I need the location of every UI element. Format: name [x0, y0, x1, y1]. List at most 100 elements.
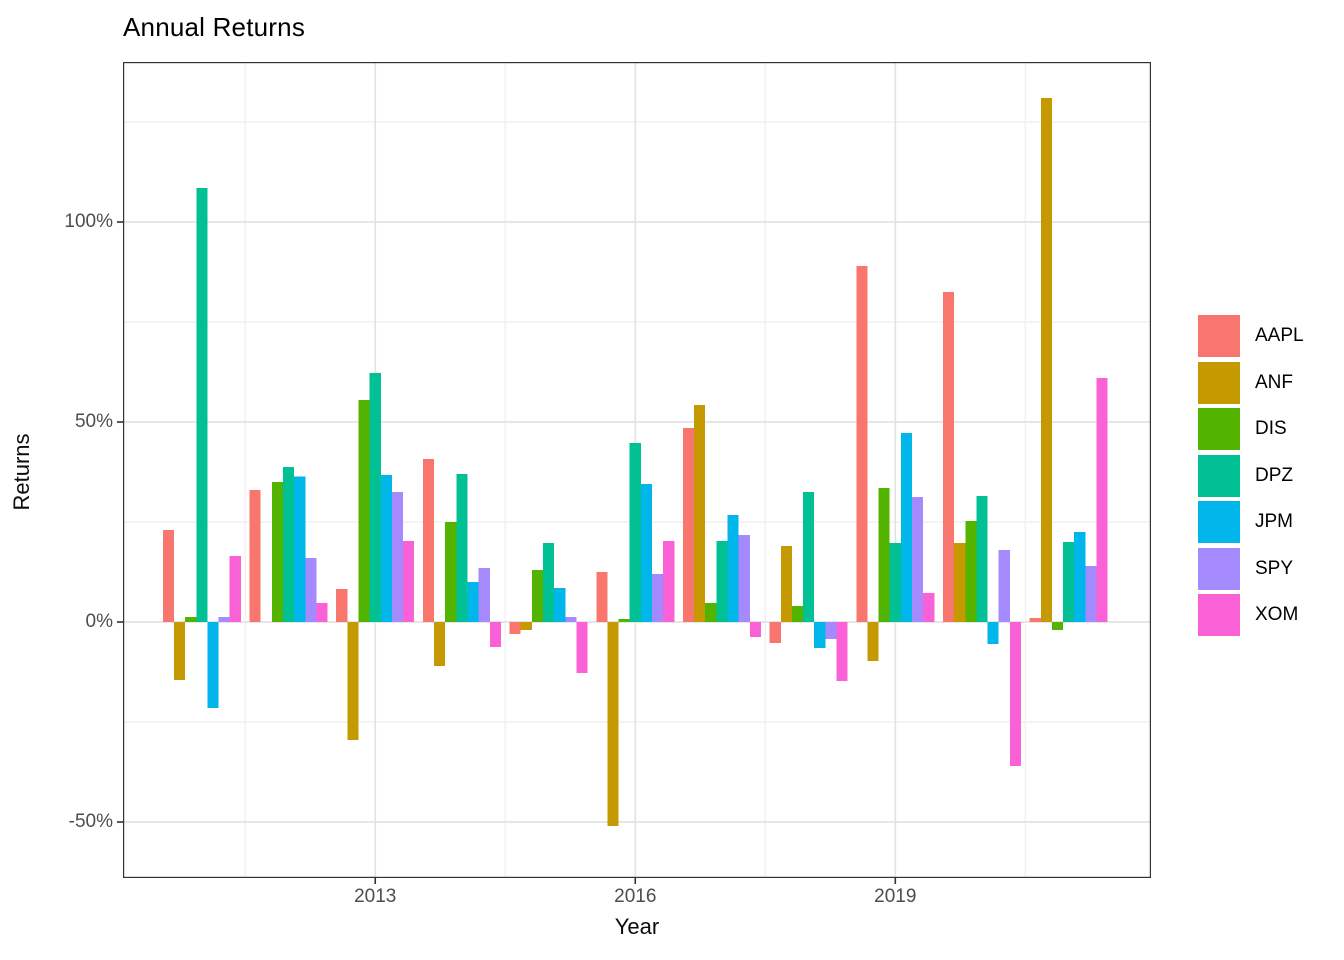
- legend-item-AAPL: AAPL: [1198, 315, 1304, 357]
- bar-DIS-2011: [185, 617, 197, 622]
- bar-AAPL-2020: [942, 292, 955, 622]
- bar-JPM-2019: [900, 432, 913, 622]
- bar-ANF-2021: [1040, 98, 1052, 622]
- legend-swatch-DIS: [1198, 408, 1240, 450]
- bar-XOM-2021: [1096, 378, 1108, 622]
- bar-SPY-2018: [825, 622, 837, 640]
- bar-AAPL-2011: [162, 530, 175, 622]
- bar-SPY-2012: [305, 558, 317, 622]
- bar-DPZ-2012: [282, 466, 295, 622]
- bar-DIS-2013: [358, 400, 370, 622]
- legend-label-SPY: SPY: [1255, 557, 1294, 579]
- legend-label-AAPL: AAPL: [1255, 325, 1304, 346]
- bar-ANF-2013: [347, 622, 359, 740]
- bar-XOM-2012: [316, 602, 328, 622]
- y-axis-title: Returns: [9, 433, 34, 511]
- bar-XOM-2019: [923, 592, 935, 622]
- bar-DIS-2018: [791, 606, 804, 622]
- bar-SPY-2013: [391, 492, 404, 622]
- bar-ANF-2019: [867, 622, 879, 662]
- bar-JPM-2015: [554, 588, 566, 622]
- bar-DIS-2014: [445, 522, 457, 622]
- bar-SPY-2014: [478, 568, 490, 622]
- legend-item-JPM: JPM: [1198, 501, 1304, 543]
- bar-DPZ-2021: [1063, 542, 1075, 622]
- bar-ANF-2014: [434, 622, 446, 666]
- bar-DPZ-2020: [976, 496, 988, 622]
- legend-swatch-AAPL: [1198, 315, 1240, 357]
- bar-JPM-2017: [727, 514, 739, 622]
- bar-SPY-2016: [651, 574, 664, 622]
- bar-DIS-2015: [531, 570, 544, 622]
- bar-ANF-2017: [694, 404, 706, 622]
- plot-area-svg: [123, 62, 1151, 878]
- bar-JPM-2011: [207, 622, 219, 708]
- bar-JPM-2014: [467, 582, 479, 622]
- legend-swatch-JPM: [1198, 501, 1240, 543]
- bar-JPM-2021: [1074, 532, 1086, 622]
- bar-JPM-2013: [380, 474, 392, 622]
- legend-swatch-ANF: [1198, 361, 1240, 404]
- x-tick-label-2019: 2019: [874, 886, 917, 907]
- bar-DIS-2016: [618, 618, 630, 622]
- bar-JPM-2012: [294, 476, 306, 622]
- legend-label-DPZ: DPZ: [1255, 464, 1293, 486]
- bar-DIS-2019: [878, 488, 890, 622]
- legend: AAPL ANF DIS DPZ JPM SPY XOM: [1198, 315, 1304, 641]
- legend-swatch-XOM: [1198, 594, 1240, 636]
- bar-SPY-2019: [912, 496, 924, 622]
- bar-XOM-2013: [403, 540, 415, 622]
- legend-label-ANF: ANF: [1255, 371, 1293, 393]
- x-tick-label-2013: 2013: [354, 886, 397, 907]
- bar-JPM-2020: [987, 622, 999, 644]
- bar-XOM-2014: [489, 622, 501, 647]
- bar-SPY-2011: [218, 617, 230, 622]
- bar-DPZ-2014: [456, 474, 468, 622]
- x-axis-title: Year: [614, 914, 660, 939]
- bar-JPM-2018: [814, 622, 826, 648]
- y-tick-label-50%: 50%: [74, 411, 113, 432]
- bar-ANF-2011: [174, 622, 186, 680]
- bar-DPZ-2011: [196, 188, 208, 622]
- bar-SPY-2017: [738, 534, 750, 622]
- bar-DPZ-2015: [543, 542, 555, 622]
- bar-ANF-2015: [520, 622, 532, 630]
- bar-AAPL-2013: [336, 588, 348, 622]
- bar-AAPL-2021: [1029, 618, 1041, 622]
- bar-DPZ-2019: [889, 542, 901, 622]
- bar-XOM-2011: [229, 556, 241, 622]
- bar-ANF-2016: [607, 622, 619, 826]
- bar-AAPL-2014: [422, 458, 435, 622]
- legend-swatch-DPZ: [1198, 454, 1240, 497]
- bar-SPY-2020: [998, 550, 1010, 622]
- bar-AAPL-2019: [856, 266, 868, 622]
- bar-DIS-2021: [1051, 622, 1064, 630]
- legend-item-XOM: XOM: [1198, 594, 1304, 636]
- y-tick-label--50%: -50%: [68, 811, 113, 832]
- y-tick-label-0%: 0%: [85, 611, 113, 632]
- bar-AAPL-2015: [509, 622, 521, 634]
- bar-DIS-2017: [705, 602, 717, 622]
- bar-SPY-2015: [565, 617, 577, 622]
- bar-ANF-2020: [954, 542, 966, 622]
- bar-AAPL-2017: [682, 428, 695, 622]
- bar-AAPL-2018: [769, 622, 781, 644]
- legend-item-DPZ: DPZ: [1198, 454, 1304, 497]
- bar-DIS-2020: [965, 520, 977, 622]
- bar-SPY-2021: [1085, 566, 1097, 622]
- bar-XOM-2015: [576, 622, 588, 674]
- x-tick-label-2016: 2016: [614, 886, 657, 907]
- bar-XOM-2017: [749, 622, 761, 638]
- bar-XOM-2020: [1009, 622, 1021, 766]
- legend-item-SPY: SPY: [1198, 547, 1304, 590]
- bar-AAPL-2012: [249, 490, 261, 622]
- bar-DIS-2012: [271, 482, 283, 622]
- bar-JPM-2016: [640, 484, 652, 622]
- legend-label-XOM: XOM: [1255, 604, 1299, 625]
- bar-DPZ-2017: [716, 540, 728, 622]
- bar-AAPL-2016: [596, 572, 608, 622]
- bar-DPZ-2018: [803, 492, 815, 622]
- bar-DPZ-2016: [629, 442, 641, 622]
